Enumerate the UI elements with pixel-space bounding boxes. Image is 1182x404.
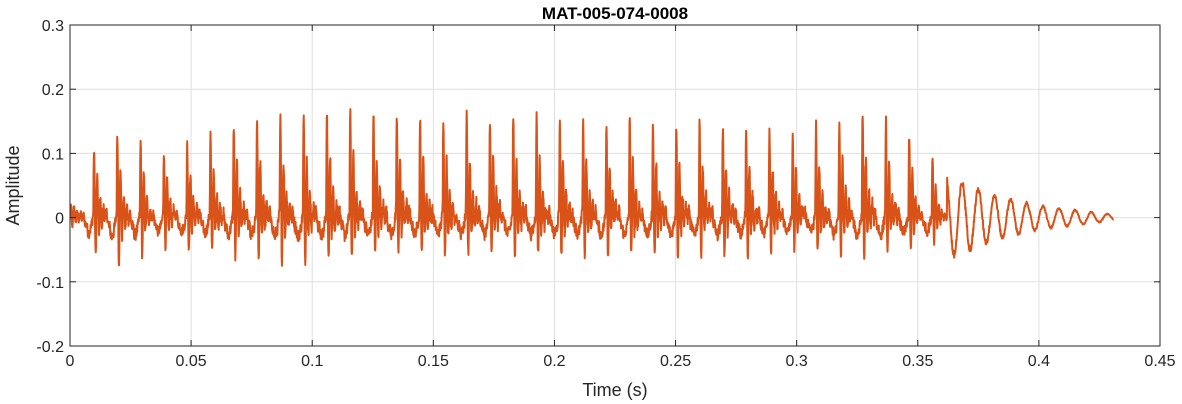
waveform-series-line [70, 108, 1115, 267]
y-tick-label: -0.1 [36, 275, 64, 292]
y-tick-label: -0.2 [36, 339, 64, 356]
x-tick-label: 0.4 [1028, 353, 1050, 370]
x-tick-label: 0.05 [176, 353, 207, 370]
y-axis-label: Amplitude [3, 145, 23, 225]
y-axis-ticks: -0.2 -0.1 0 0.1 0.2 0.3 [36, 18, 1160, 356]
y-tick-label: 0.3 [42, 18, 64, 35]
y-tick-label: 0 [55, 211, 64, 228]
x-tick-label: 0.1 [301, 353, 323, 370]
x-axis-label: Time (s) [582, 380, 647, 400]
x-tick-label: 0.45 [1144, 353, 1175, 370]
x-tick-label: 0.35 [902, 353, 933, 370]
x-axis-ticks: 0 0.05 0.1 0.15 0.2 0.25 0.3 0.35 0.4 0.45 [66, 25, 1176, 370]
chart-title: MAT-005-074-0008 [542, 4, 688, 23]
x-tick-label: 0 [66, 353, 75, 370]
x-tick-label: 0.3 [786, 353, 808, 370]
y-tick-label: 0.2 [42, 82, 64, 99]
y-tick-label: 0.1 [42, 146, 64, 163]
x-tick-label: 0.2 [543, 353, 565, 370]
x-tick-label: 0.15 [418, 353, 449, 370]
plot-area [70, 108, 1115, 267]
axes-box [69, 24, 1161, 347]
x-tick-label: 0.25 [660, 353, 691, 370]
